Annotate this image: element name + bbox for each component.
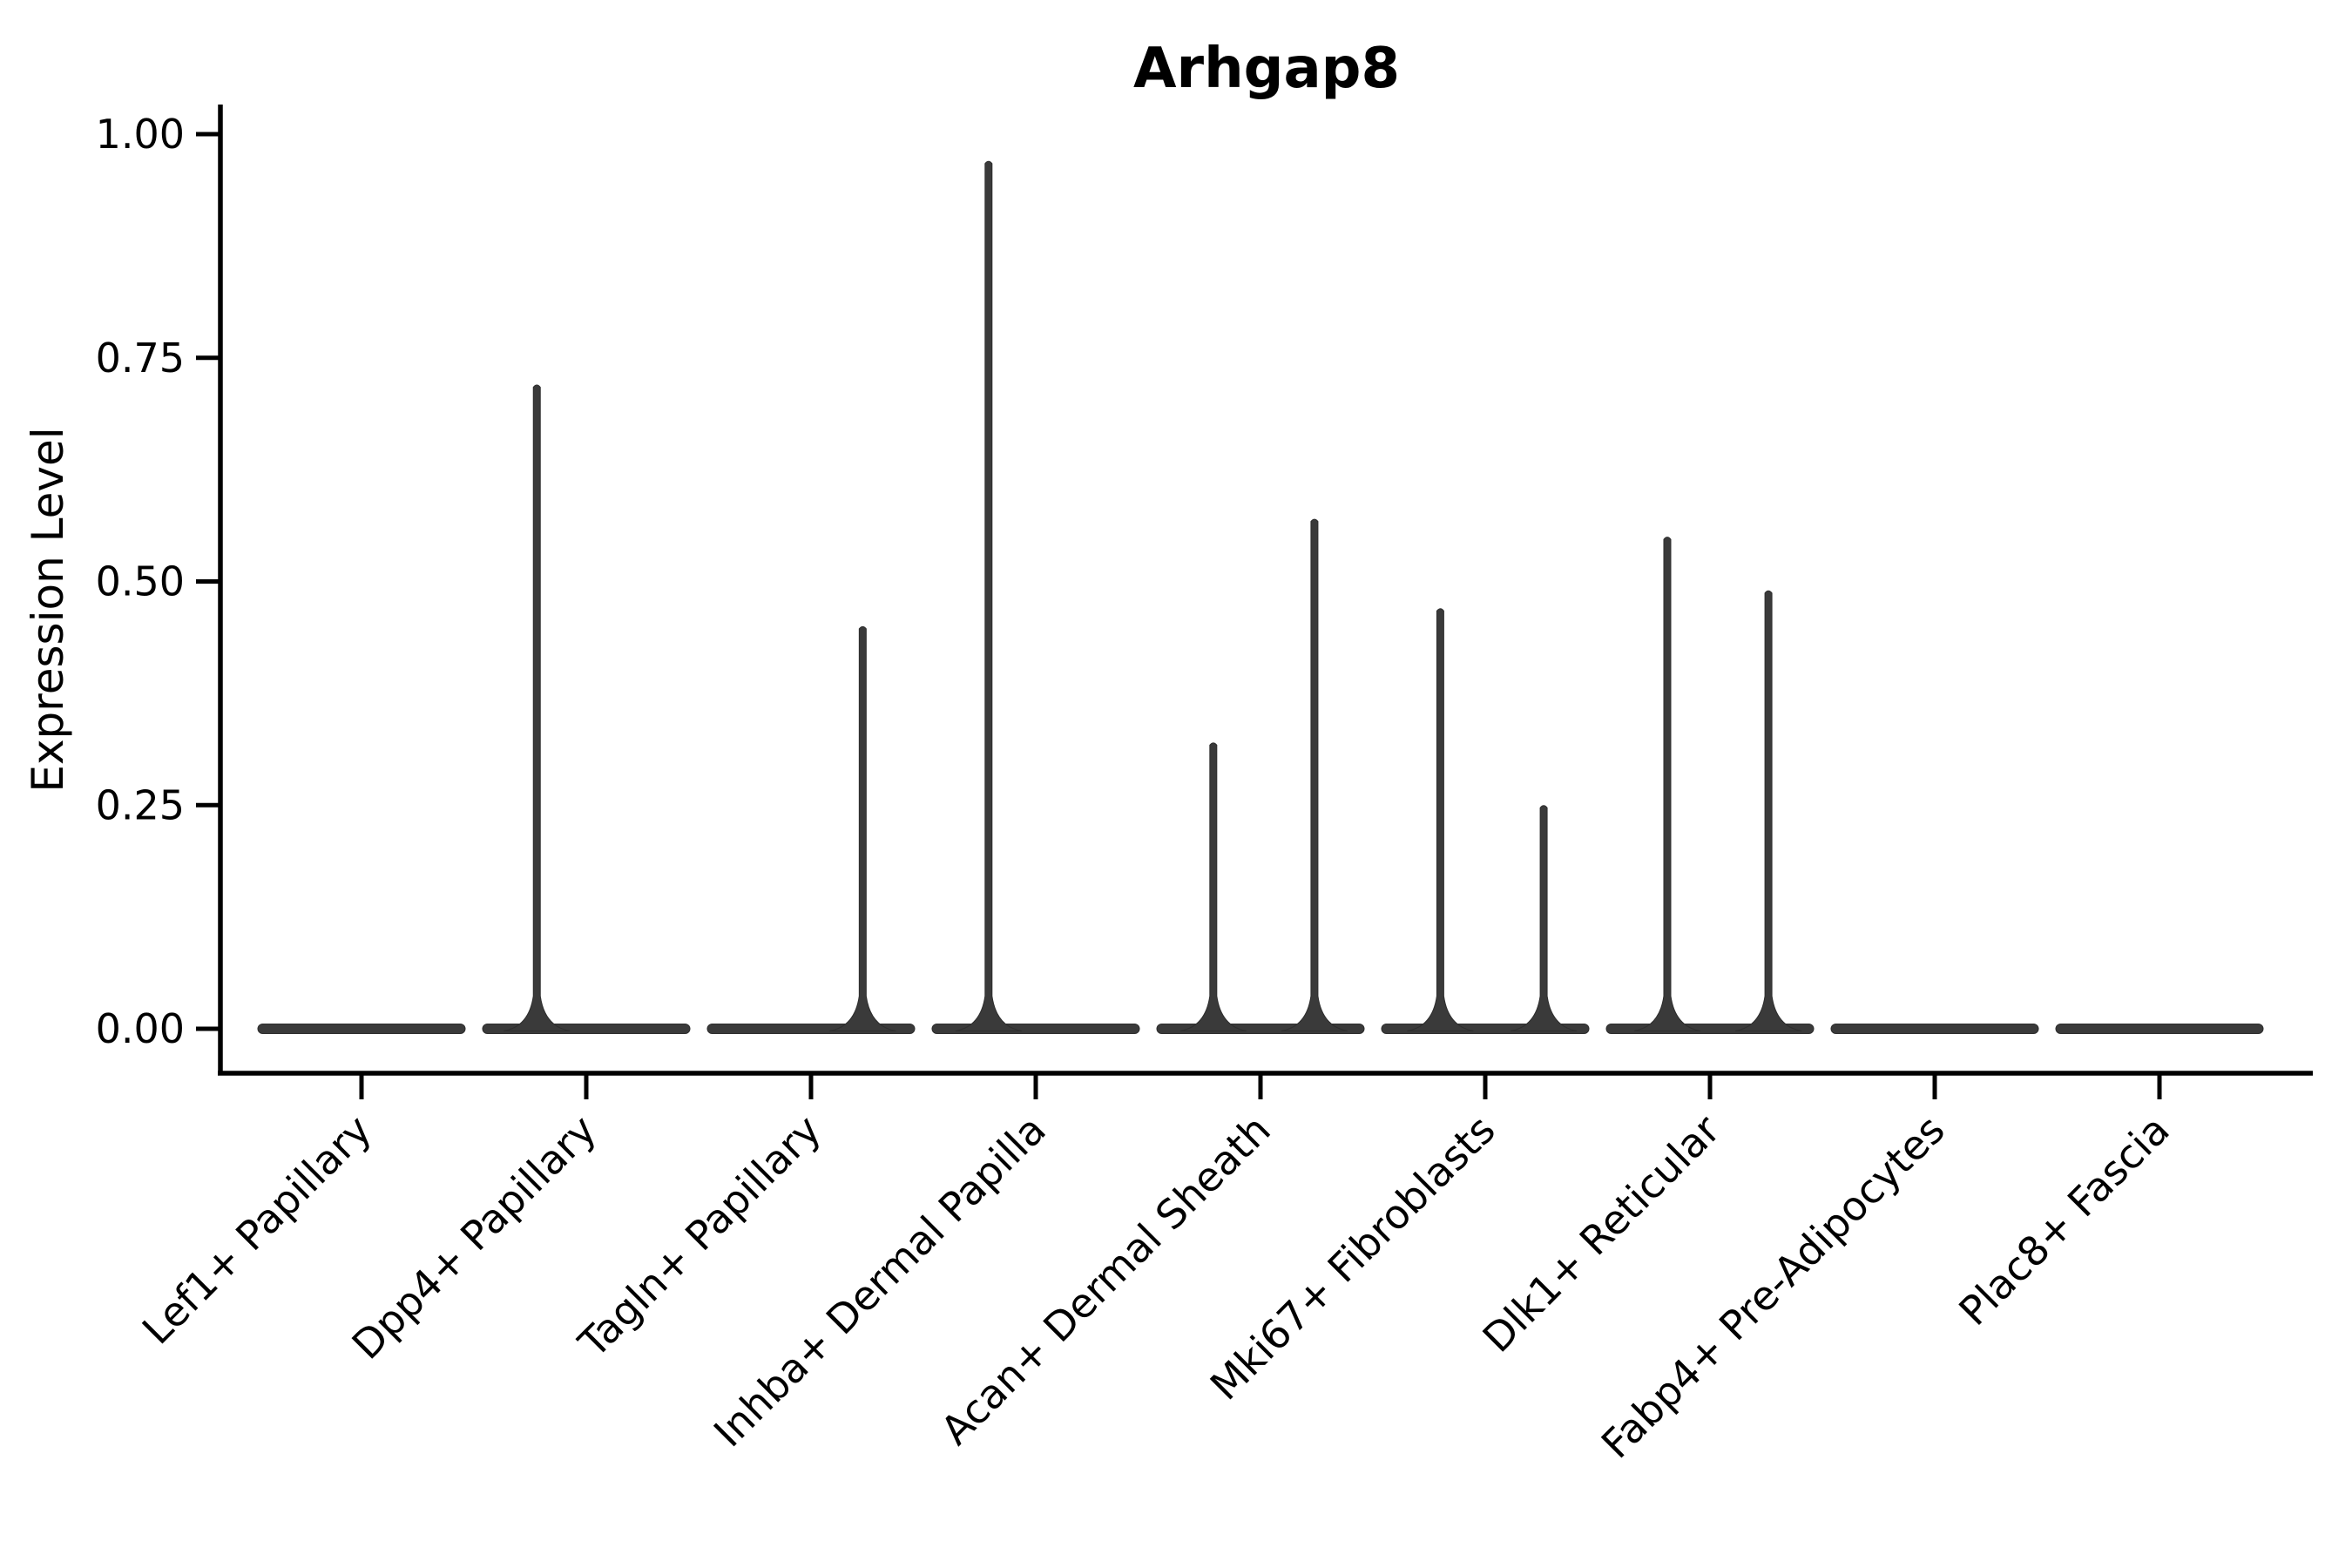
violins-group [257, 160, 2264, 1034]
violin-spike [1407, 608, 1474, 1031]
violin-spike [504, 384, 571, 1031]
violin-spike [955, 160, 1022, 1031]
y-tick-label: 0.75 [96, 335, 185, 382]
x-tick-label: Dlk1+ Reticular [1474, 1106, 1729, 1362]
x-tick-label: Tagln+ Papillary [569, 1106, 830, 1368]
violin-spike [1179, 742, 1247, 1031]
y-tick-label: 1.00 [96, 111, 185, 158]
violin-spike [1633, 537, 1701, 1031]
y-tick-label: 0.25 [96, 781, 185, 828]
y-axis-label: Expression Level [23, 427, 73, 792]
y-tick-label: 0.50 [96, 558, 185, 605]
violin-spike [829, 625, 896, 1031]
y-axis-ticks: 0.00 0.25 0.50 0.75 1.00 [96, 111, 220, 1052]
violin-spike [1734, 590, 1802, 1031]
violin-baseline [1830, 1024, 2039, 1034]
x-tick-label: Plac8+ Fascia [1950, 1106, 2178, 1335]
violin-baseline [257, 1024, 466, 1034]
x-tick-label: Lef1+ Papillary [133, 1106, 381, 1354]
violin-spike [1281, 518, 1348, 1031]
violin-baseline [2055, 1024, 2264, 1034]
y-tick-label: 0.00 [96, 1005, 185, 1052]
violin-spike [1510, 805, 1578, 1031]
x-tick-label: Dpp4+ Papillary [343, 1106, 605, 1369]
chart-title: Arhgap8 [1133, 37, 1400, 101]
